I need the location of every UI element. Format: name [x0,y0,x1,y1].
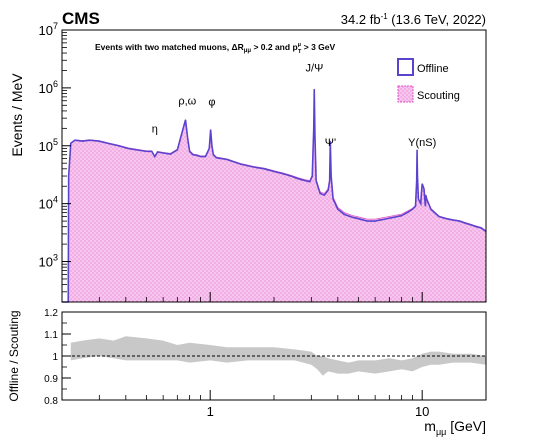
legend-swatch-offline [397,58,414,76]
main-ylabel: Events / MeV [9,73,25,157]
peak-label: J/Ψ [306,63,324,75]
legend-label-scouting: Scouting [417,90,460,102]
peak-label: ρ,ω [178,95,196,107]
offline-line [62,89,487,303]
legend: Offline Scouting [397,58,460,103]
lumi-label: 34.2 fb-1 (13.6 TeV, 2022) [341,12,486,27]
y-tick-label: 107 [39,21,58,38]
main-panel: η ρ,ω φ J/Ψ Ψ' Υ(nS) 103 104 105 106 107 Events w… [9,21,487,303]
legend-swatch-scouting [397,85,414,103]
experiment-label: CMS [62,9,100,28]
legend-label-offline: Offline [417,63,449,75]
ratio-y-tick-label: 1.2 [44,308,58,319]
peak-label: Υ(nS) [408,137,436,149]
ratio-xlabel: mμμ [GeV] [424,418,486,437]
ratio-ylabel: Offline / Scouting [7,310,21,401]
ratio-y-tick-label: 1 [52,352,58,363]
ratio-y-tick-label: 0.9 [44,374,58,385]
x-tick-label: 10 [415,404,429,419]
peak-label: η [152,123,158,135]
y-tick-label: 103 [39,253,58,270]
peak-label: φ [208,96,215,108]
cuts-label: Events with two matched muons, ΔRμμ > 0.… [95,42,336,55]
y-tick-label: 104 [39,195,58,212]
y-tick-label: 106 [39,79,58,96]
x-tick-label: 1 [207,404,214,419]
ratio-panel: 0.8 0.9 1 1.1 1.2 1 10 Offline / Scouting mμμ … [7,308,487,437]
y-tick-label: 105 [39,137,58,154]
peak-label: Ψ' [325,137,336,149]
ratio-y-tick-label: 1.1 [44,330,58,341]
ratio-y-tick-label: 0.8 [44,396,58,407]
